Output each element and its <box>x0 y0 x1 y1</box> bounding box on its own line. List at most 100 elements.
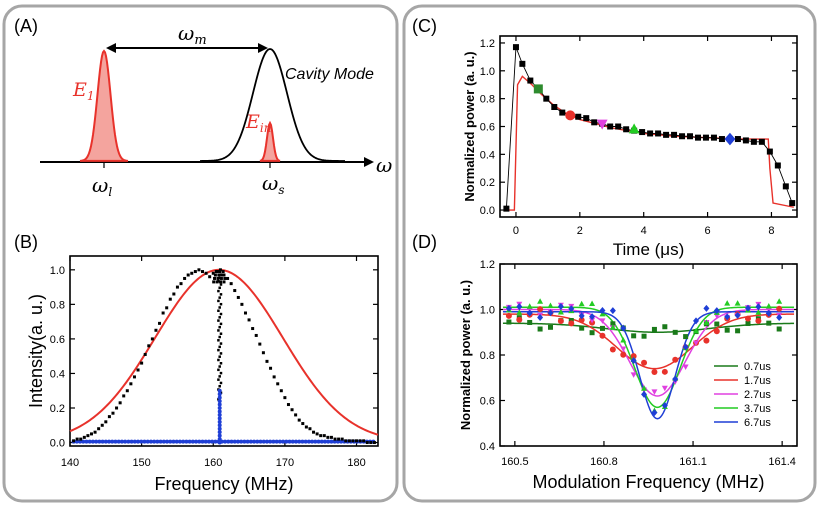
blue-point <box>252 439 257 444</box>
y-axis-label-B: Intensity(a. u.) <box>26 294 46 408</box>
blue-point <box>126 439 131 444</box>
data-marker-1.7us <box>630 353 637 360</box>
panel-c: (C) 0 2 4 6 8 0.0 0.2 0.4 0.6 0.8 1.0 1.2 Time (μs) N… <box>412 16 798 259</box>
black-data-square <box>591 119 598 126</box>
black-data-point <box>208 275 212 279</box>
spike-top-point <box>219 276 223 280</box>
black-data-point <box>201 270 205 274</box>
y-tick-label-C: 1.0 <box>480 66 495 78</box>
blue-spike-point <box>217 423 222 428</box>
omega-s-label: ωs <box>262 171 284 197</box>
blue-point <box>81 439 86 444</box>
blue-point <box>84 439 89 444</box>
data-marker-0.7us <box>724 327 730 333</box>
panel-a: (A) ωm Cavity Mode E1 Ein ωl ωs ω <box>14 16 392 199</box>
blue-point <box>274 439 279 444</box>
data-marker-6.7us <box>724 313 731 321</box>
black-data-point <box>183 276 187 280</box>
black-data-point <box>322 434 326 438</box>
plot-frame-B <box>69 255 379 447</box>
spike-top-point <box>216 276 220 280</box>
black-data-point <box>204 271 208 275</box>
spike-point <box>218 384 221 388</box>
data-marker-6.7us <box>776 313 783 321</box>
black-data-square <box>512 44 519 51</box>
spike-point <box>217 289 220 293</box>
data-marker-1.7us <box>609 346 616 353</box>
black-data-point <box>75 437 79 441</box>
red-model-curve <box>506 75 794 211</box>
black-data-point <box>100 423 104 427</box>
black-data-point <box>329 435 333 439</box>
data-marker-2.7us <box>630 372 637 378</box>
black-data-point <box>365 441 369 445</box>
blue-spike-point <box>217 409 222 414</box>
black-data-square <box>782 183 789 190</box>
spike-point <box>217 358 220 362</box>
blue-spike-point <box>217 388 222 393</box>
blue-point <box>258 439 263 444</box>
data-marker-1.7us <box>713 328 720 335</box>
data-marker-0.7us <box>579 325 585 331</box>
data-marker-0.7us <box>506 319 512 325</box>
cavity-mode-label: Cavity Mode <box>285 66 374 83</box>
black-data-point <box>265 359 269 363</box>
black-data-square <box>623 126 630 133</box>
data-marker-0.7us <box>651 326 657 332</box>
blue-point <box>261 439 266 444</box>
data-marker-3.7us <box>620 336 627 343</box>
blue-point <box>326 439 331 444</box>
blue-point <box>78 439 83 444</box>
spike-point <box>218 316 221 319</box>
blue-point <box>107 439 112 444</box>
data-marker-1.7us <box>661 368 668 375</box>
black-data-point <box>222 273 226 277</box>
blue-point <box>213 439 218 444</box>
y-axis-label-D: Normalized power (a. u.) <box>458 280 473 430</box>
black-data-point <box>97 427 101 431</box>
black-data-point <box>72 439 76 443</box>
spike-top-point <box>213 276 217 280</box>
x-tick-label-B: 150 <box>132 457 150 469</box>
data-marker-6.7us <box>557 302 564 310</box>
blue-point <box>197 439 202 444</box>
black-data-point <box>251 327 255 331</box>
blue-point <box>284 439 289 444</box>
blue-point <box>171 439 176 444</box>
data-marker-3.7us <box>578 300 585 307</box>
black-data-point <box>136 368 140 372</box>
legend-label-2.7us: 2.7us <box>744 389 771 401</box>
data-marker-6.7us <box>682 343 689 351</box>
blue-point <box>129 439 134 444</box>
blue-point <box>200 439 205 444</box>
blue-spike-point <box>217 406 222 410</box>
data-marker-3.7us <box>547 302 554 308</box>
x-tick-label-C: 6 <box>705 225 711 237</box>
blue-point <box>145 439 150 444</box>
black-data-point <box>89 432 93 436</box>
x-tick-label-D: 161.4 <box>768 456 796 468</box>
data-marker-0.7us <box>631 333 637 339</box>
ein-signal-peak <box>259 120 281 162</box>
legend-label-6.7us: 6.7us <box>744 417 771 429</box>
spike-point <box>218 296 221 299</box>
y-tick-label-B: 0.8 <box>50 299 65 311</box>
blue-point <box>329 439 334 444</box>
highlight-marker <box>628 123 640 134</box>
blue-point <box>290 439 295 444</box>
data-marker-6.7us <box>755 303 762 311</box>
data-marker-3.7us <box>734 300 741 306</box>
black-data-point <box>351 439 355 443</box>
data-marker-1.7us <box>703 337 710 344</box>
black-data-point <box>179 282 183 286</box>
black-data-point <box>115 406 119 410</box>
data-marker-6.7us <box>713 307 720 315</box>
ein-label: Ein <box>245 111 271 135</box>
black-data-square <box>710 134 717 141</box>
data-marker-1.7us <box>568 320 575 327</box>
data-marker-3.7us <box>526 303 533 309</box>
black-data-point <box>283 396 287 400</box>
data-marker-0.7us <box>735 328 741 334</box>
blue-point <box>119 439 124 444</box>
black-data-point <box>240 302 244 306</box>
